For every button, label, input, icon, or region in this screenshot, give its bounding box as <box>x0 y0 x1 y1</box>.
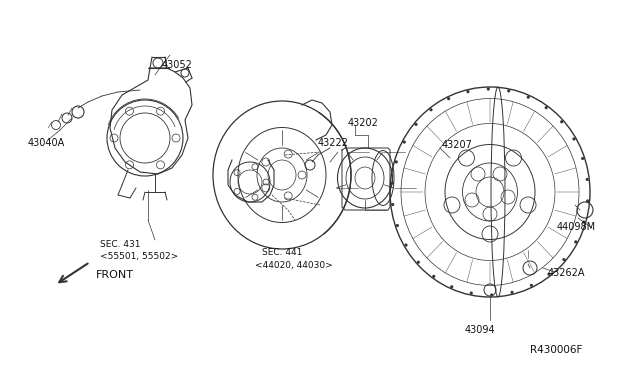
Circle shape <box>404 244 408 247</box>
Circle shape <box>447 97 450 100</box>
Circle shape <box>527 96 530 99</box>
Text: 44098M: 44098M <box>557 222 596 232</box>
Circle shape <box>432 275 435 278</box>
Text: SEC. 441: SEC. 441 <box>262 248 302 257</box>
Text: 43202: 43202 <box>348 118 379 128</box>
Text: 43052: 43052 <box>162 60 193 70</box>
Text: 43262A: 43262A <box>548 268 586 278</box>
Circle shape <box>586 178 589 181</box>
Text: SEC. 431: SEC. 431 <box>100 240 141 249</box>
Circle shape <box>415 123 417 126</box>
Text: R430006F: R430006F <box>530 345 582 355</box>
Circle shape <box>395 160 398 163</box>
Circle shape <box>417 261 420 264</box>
Circle shape <box>403 141 406 144</box>
Circle shape <box>563 258 566 261</box>
Circle shape <box>560 120 563 123</box>
Circle shape <box>470 292 473 295</box>
Circle shape <box>391 182 394 185</box>
Circle shape <box>507 89 510 92</box>
Circle shape <box>490 294 493 296</box>
Circle shape <box>391 203 394 206</box>
Circle shape <box>487 87 490 90</box>
Text: <55501, 55502>: <55501, 55502> <box>100 252 179 261</box>
Circle shape <box>396 224 399 227</box>
Circle shape <box>582 221 585 224</box>
Circle shape <box>511 291 513 294</box>
Circle shape <box>573 137 575 141</box>
Circle shape <box>545 106 548 109</box>
Text: FRONT: FRONT <box>96 270 134 280</box>
Text: 43040A: 43040A <box>28 138 65 148</box>
Circle shape <box>586 199 589 202</box>
Text: 43207: 43207 <box>442 140 473 150</box>
Circle shape <box>467 90 470 93</box>
Circle shape <box>547 273 550 276</box>
Circle shape <box>581 157 584 160</box>
Circle shape <box>450 285 453 288</box>
Circle shape <box>530 284 533 287</box>
Text: 43094: 43094 <box>465 325 495 335</box>
Text: 43222: 43222 <box>318 138 349 148</box>
Circle shape <box>574 240 577 243</box>
Text: <44020, 44030>: <44020, 44030> <box>255 261 333 270</box>
Circle shape <box>429 108 433 111</box>
